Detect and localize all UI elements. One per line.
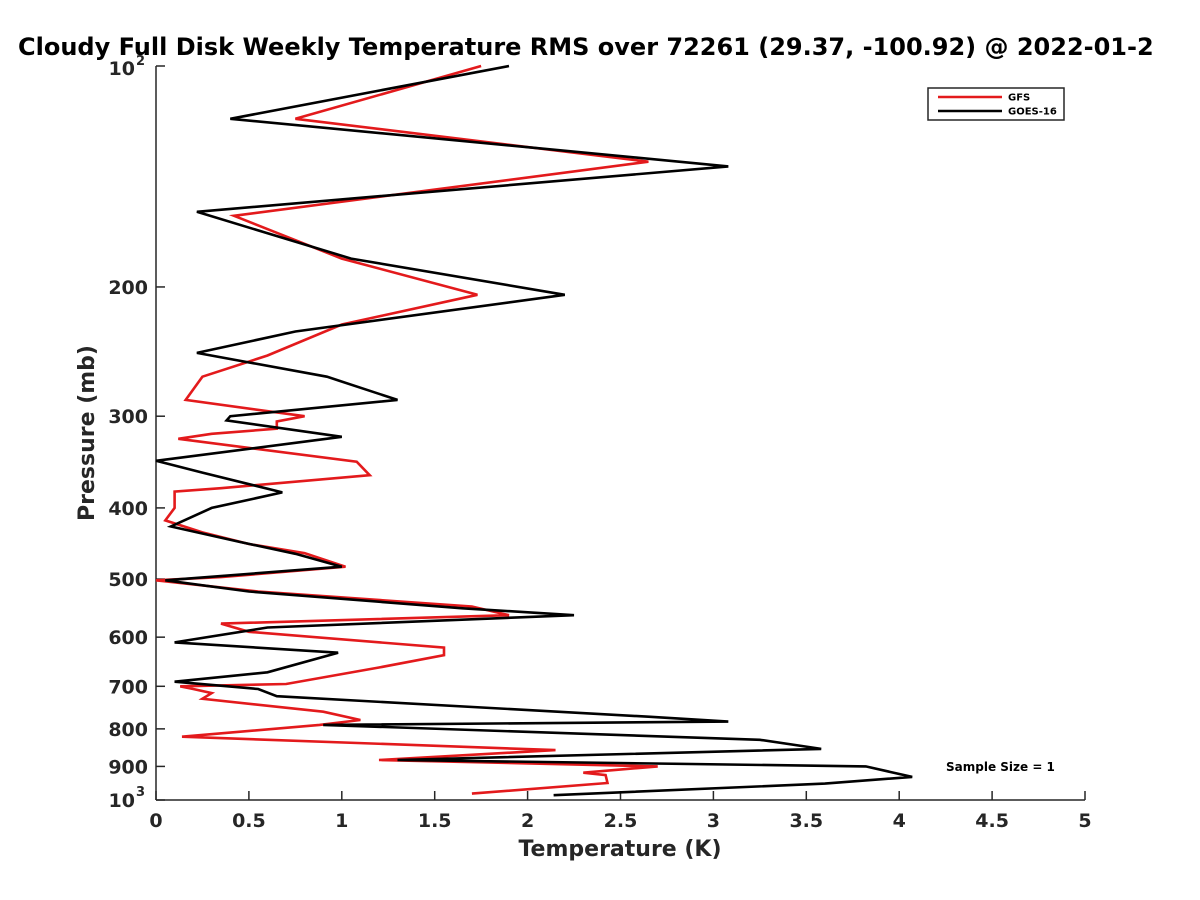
y-tick-label: 300 <box>108 406 148 428</box>
series-layer <box>155 64 913 797</box>
y-tick-label: 200 <box>108 277 148 299</box>
y-tick-label: 900 <box>108 756 148 778</box>
x-tick-label: 0.5 <box>232 810 266 832</box>
x-tick-label: 2 <box>521 810 534 832</box>
x-tick-label: 2.5 <box>604 810 638 832</box>
x-tick-label: 4 <box>893 810 906 832</box>
y-tick-label-exponent: 3 <box>136 785 145 800</box>
y-axis-label: Pressure (mb) <box>75 345 100 521</box>
legend-label-goes-16: GOES-16 <box>1008 107 1057 118</box>
series-line-goes-16 <box>155 64 913 797</box>
x-tick-label: 3.5 <box>789 810 823 832</box>
y-tick-label: 600 <box>108 627 148 649</box>
y-tick-label: 500 <box>108 569 148 591</box>
x-axis-label: Temperature (K) <box>518 837 721 862</box>
y-tick-label: 700 <box>108 676 148 698</box>
legend-label-gfs: GFS <box>1008 93 1030 104</box>
sample-size-annotation: Sample Size = 1 <box>946 760 1055 774</box>
x-tick-label: 5 <box>1078 810 1091 832</box>
x-tick-label: 4.5 <box>975 810 1009 832</box>
y-tick-label-base: 10 <box>109 58 135 80</box>
y-tick-label-base: 10 <box>109 790 135 812</box>
legend: GFS GOES-16 <box>927 87 1065 121</box>
x-tick-label: 1 <box>335 810 348 832</box>
chart-title: Cloudy Full Disk Weekly Temperature RMS … <box>18 33 1154 61</box>
x-tick-label: 0 <box>149 810 162 832</box>
axes: 0 0.5 1 1.5 2 2.5 3 3.5 4 4.5 510 22003004005006007… <box>108 54 1091 832</box>
x-tick-label: 1.5 <box>418 810 452 832</box>
series-goes-16 <box>155 64 913 797</box>
legend-box <box>927 87 1065 121</box>
y-tick-label-exponent: 2 <box>136 54 145 69</box>
y-tick-label: 400 <box>108 498 148 520</box>
x-tick-label: 3 <box>707 810 720 832</box>
y-tick-label: 800 <box>108 719 148 741</box>
